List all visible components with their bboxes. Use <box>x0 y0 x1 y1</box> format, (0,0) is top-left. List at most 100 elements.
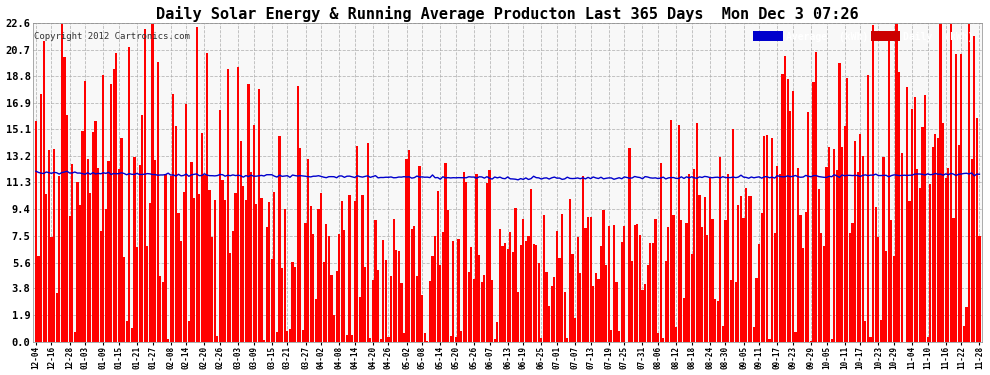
Bar <box>735 282 737 342</box>
Bar <box>952 218 954 342</box>
Bar <box>255 204 257 342</box>
Bar <box>536 244 538 342</box>
Bar <box>541 338 543 342</box>
Bar <box>315 299 317 342</box>
Bar <box>214 200 216 342</box>
Bar <box>880 320 882 342</box>
Bar <box>821 233 823 342</box>
Bar <box>520 245 522 342</box>
Bar <box>867 75 869 342</box>
Bar <box>35 122 37 342</box>
Bar <box>776 166 778 342</box>
Bar <box>973 36 975 342</box>
Bar <box>175 126 177 342</box>
Bar <box>792 92 794 342</box>
Bar <box>286 331 288 342</box>
Bar <box>385 261 387 342</box>
Text: Copyright 2012 Cartronics.com: Copyright 2012 Cartronics.com <box>35 32 190 41</box>
Bar <box>916 169 919 342</box>
Bar <box>66 115 68 342</box>
Bar <box>914 97 916 342</box>
Bar <box>781 74 783 342</box>
Bar <box>603 210 605 342</box>
Bar <box>942 123 944 342</box>
Bar <box>582 176 584 342</box>
Bar <box>307 159 309 342</box>
Bar <box>406 159 408 342</box>
Bar <box>398 251 400 342</box>
Bar <box>683 297 685 342</box>
Bar <box>105 209 107 342</box>
Bar <box>670 120 672 342</box>
Bar <box>481 282 483 342</box>
Bar <box>704 197 706 342</box>
Bar <box>722 326 724 342</box>
Bar <box>725 220 727 342</box>
Bar <box>848 233 851 342</box>
Bar <box>771 138 773 342</box>
Bar <box>696 123 698 342</box>
Bar <box>237 67 240 342</box>
Bar <box>533 244 535 342</box>
Bar <box>649 243 651 342</box>
Bar <box>235 192 237 342</box>
Bar <box>587 217 589 342</box>
Bar <box>548 306 550 342</box>
Bar <box>678 125 680 342</box>
Bar <box>922 127 924 342</box>
Bar <box>118 169 120 342</box>
Bar <box>209 190 211 342</box>
Bar <box>136 247 139 342</box>
Bar <box>813 82 815 342</box>
Bar <box>408 150 410 342</box>
Bar <box>102 75 104 342</box>
Bar <box>369 338 371 342</box>
Bar <box>403 333 405 342</box>
Bar <box>40 94 43 342</box>
Bar <box>252 125 254 342</box>
Bar <box>211 237 213 342</box>
Bar <box>198 194 200 342</box>
Bar <box>270 259 273 342</box>
Bar <box>709 177 711 342</box>
Bar <box>672 214 674 342</box>
Bar <box>333 315 336 342</box>
Bar <box>203 175 206 342</box>
Bar <box>890 220 892 342</box>
Bar <box>107 161 110 342</box>
Bar <box>605 265 607 342</box>
Bar <box>232 231 234 342</box>
Bar <box>478 255 480 342</box>
Bar <box>579 273 581 342</box>
Bar <box>738 205 740 342</box>
Bar <box>558 258 560 342</box>
Bar <box>465 182 467 342</box>
Bar <box>823 246 825 342</box>
Bar <box>219 110 221 342</box>
Bar <box>747 196 749 342</box>
Bar <box>545 272 547 342</box>
Bar <box>196 27 198 342</box>
Bar <box>584 228 586 342</box>
Bar <box>249 172 252 342</box>
Bar <box>328 237 330 342</box>
Bar <box>924 95 926 342</box>
Bar <box>874 207 877 342</box>
Bar <box>680 220 682 342</box>
Bar <box>644 284 646 342</box>
Bar <box>841 147 843 342</box>
Bar <box>299 148 301 342</box>
Bar <box>416 276 418 342</box>
Bar <box>501 246 504 342</box>
Bar <box>284 209 286 342</box>
Bar <box>348 195 350 342</box>
Bar <box>797 168 799 342</box>
Bar <box>949 24 952 342</box>
Bar <box>161 282 164 342</box>
Bar <box>46 194 48 342</box>
Bar <box>379 339 382 342</box>
Bar <box>786 80 789 342</box>
Bar <box>154 160 156 342</box>
Bar <box>750 196 752 342</box>
Bar <box>859 134 861 342</box>
